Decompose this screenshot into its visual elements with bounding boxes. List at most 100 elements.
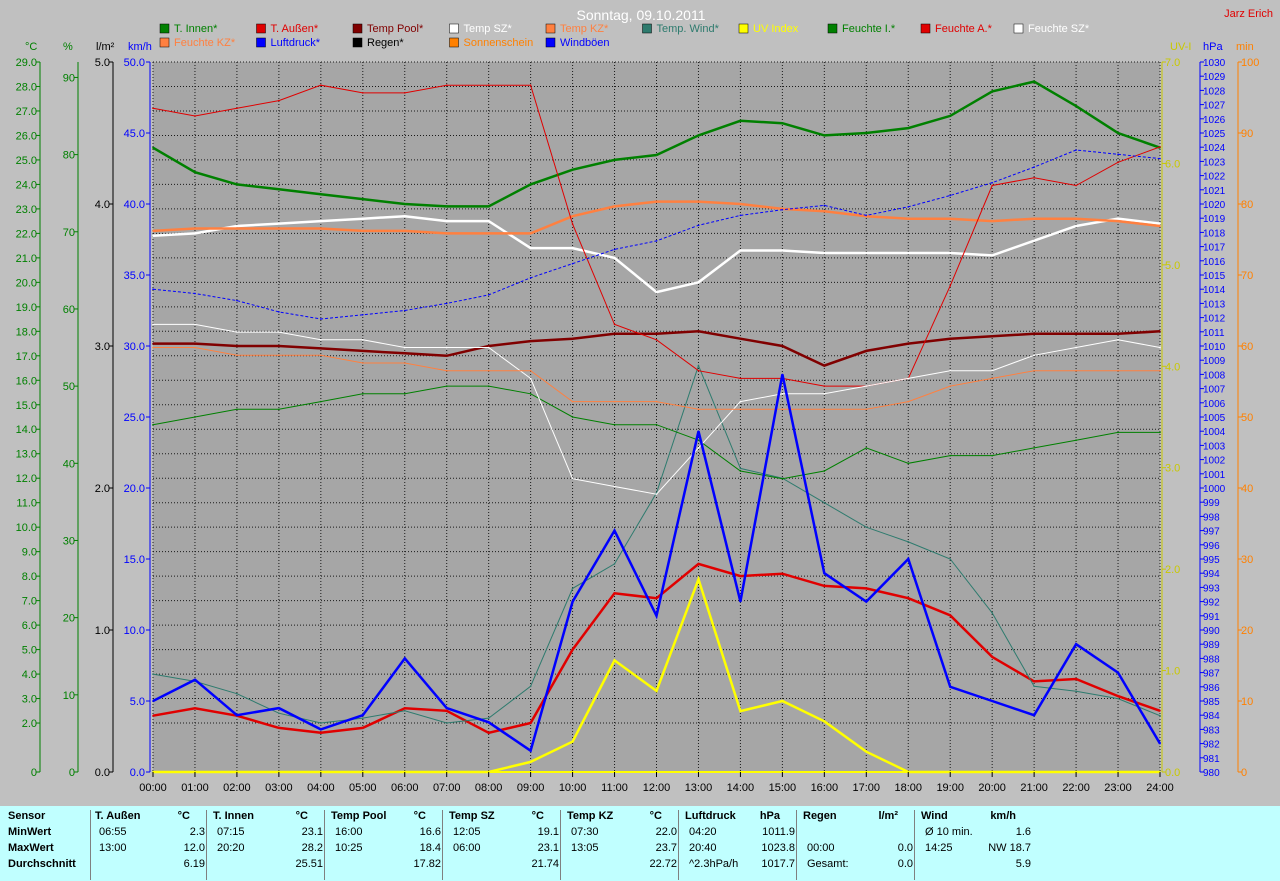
data-point [487,385,490,387]
data-point [1117,695,1119,697]
table-max-time: 10:25 [335,842,363,854]
legend-swatch [256,37,266,48]
data-point [320,318,322,320]
sun-tick-label: 60 [1241,341,1253,353]
data-point [991,90,993,93]
data-point [487,294,490,296]
wind-axis-title: km/h [128,41,152,53]
rain-tick-label: 0.0 [95,767,110,779]
data-point [1159,225,1161,227]
data-point [194,678,196,681]
data-point [445,205,448,208]
table-row-label: MinWert [8,826,52,838]
pressure-tick-label: 990 [1203,626,1220,637]
data-point [655,400,658,403]
data-point [571,600,574,603]
data-point [1117,220,1119,222]
data-point [865,385,868,387]
data-point [655,291,658,293]
x-tick-label: 19:00 [936,782,964,794]
pressure-tick-label: 1010 [1203,342,1226,353]
pressure-tick-label: 1023 [1203,157,1226,168]
data-point [487,232,490,235]
pressure-tick-label: 982 [1203,740,1220,751]
table-separator [560,810,561,880]
data-point [1075,346,1077,349]
data-point [361,92,364,94]
data-point [823,408,826,411]
data-point [991,335,993,338]
data-point [445,354,448,357]
pressure-tick-label: 985 [1203,697,1220,708]
temp-tick-label: 19.0 [16,302,37,314]
data-point [278,227,280,230]
data-point [487,717,490,719]
table-separator [678,810,679,880]
data-point [1033,369,1035,372]
rain-tick-label: 2.0 [95,483,110,495]
temp-tick-label: 27.0 [16,106,37,118]
table-col-header: Temp KZ [567,810,614,822]
legend-swatch [827,23,838,34]
data-point [655,240,658,242]
data-point [278,408,280,411]
temp-tick-label: 26.0 [16,130,37,142]
temp-tick-label: 7.0 [22,596,37,608]
data-point [655,493,658,495]
pressure-tick-label: 1014 [1203,285,1226,296]
data-point [1117,369,1119,372]
data-point [445,707,448,709]
table-col-header: Wind [921,810,948,822]
data-point [781,249,784,252]
table-avg-value: 6.19 [183,858,205,870]
x-tick-label: 13:00 [685,782,713,794]
data-point [152,230,154,232]
data-point [571,223,574,225]
temp-tick-label: 3.0 [22,694,37,706]
data-point [823,393,826,395]
data-point [445,346,448,349]
data-point [697,200,700,203]
data-point [361,350,364,352]
data-point [236,183,238,186]
pressure-tick-label: 1026 [1203,115,1226,126]
data-point [445,709,448,712]
sun-tick-label: 70 [1241,270,1253,282]
data-point [529,761,532,763]
x-tick-label: 22:00 [1062,782,1090,794]
pressure-tick-label: 987 [1203,669,1220,680]
pressure-tick-label: 1028 [1203,86,1226,97]
data-point [403,203,406,205]
data-point [1159,222,1161,225]
data-point [529,685,532,688]
data-point [613,332,616,335]
table-min-time: 06:55 [99,826,127,838]
pressure-tick-label: 981 [1203,754,1220,765]
sun-axis-title: min [1236,41,1254,53]
temp-tick-label: 15.0 [16,400,37,412]
table-min-time: 07:15 [217,826,245,838]
data-point [278,712,280,715]
data-point [445,722,448,724]
table-row-label: MaxWert [8,842,54,854]
data-point [697,578,700,581]
data-point [1159,369,1161,372]
data-point [1117,671,1119,674]
x-tick-label: 05:00 [349,782,377,794]
temp-tick-label: 4.0 [22,669,37,681]
table-min-time: Ø 10 min. [925,826,973,838]
data-point [697,439,700,441]
x-tick-label: 16:00 [811,782,839,794]
data-point [1075,105,1077,107]
data-point [1075,678,1077,680]
x-tick-label: 07:00 [433,782,461,794]
data-point [1075,332,1077,335]
weather-chart: °C 0 2.0 3.0 4.0 5.0 6.0 7.0 8.0 9.0 10.0 11.0 12.0 1… [15,7,1273,794]
data-point [194,416,196,418]
pressure-tick-label: 1029 [1203,72,1226,83]
data-point [1117,697,1119,700]
legend-swatch [1013,23,1024,34]
data-point [320,732,322,734]
data-point [781,572,784,575]
data-point [823,252,826,254]
